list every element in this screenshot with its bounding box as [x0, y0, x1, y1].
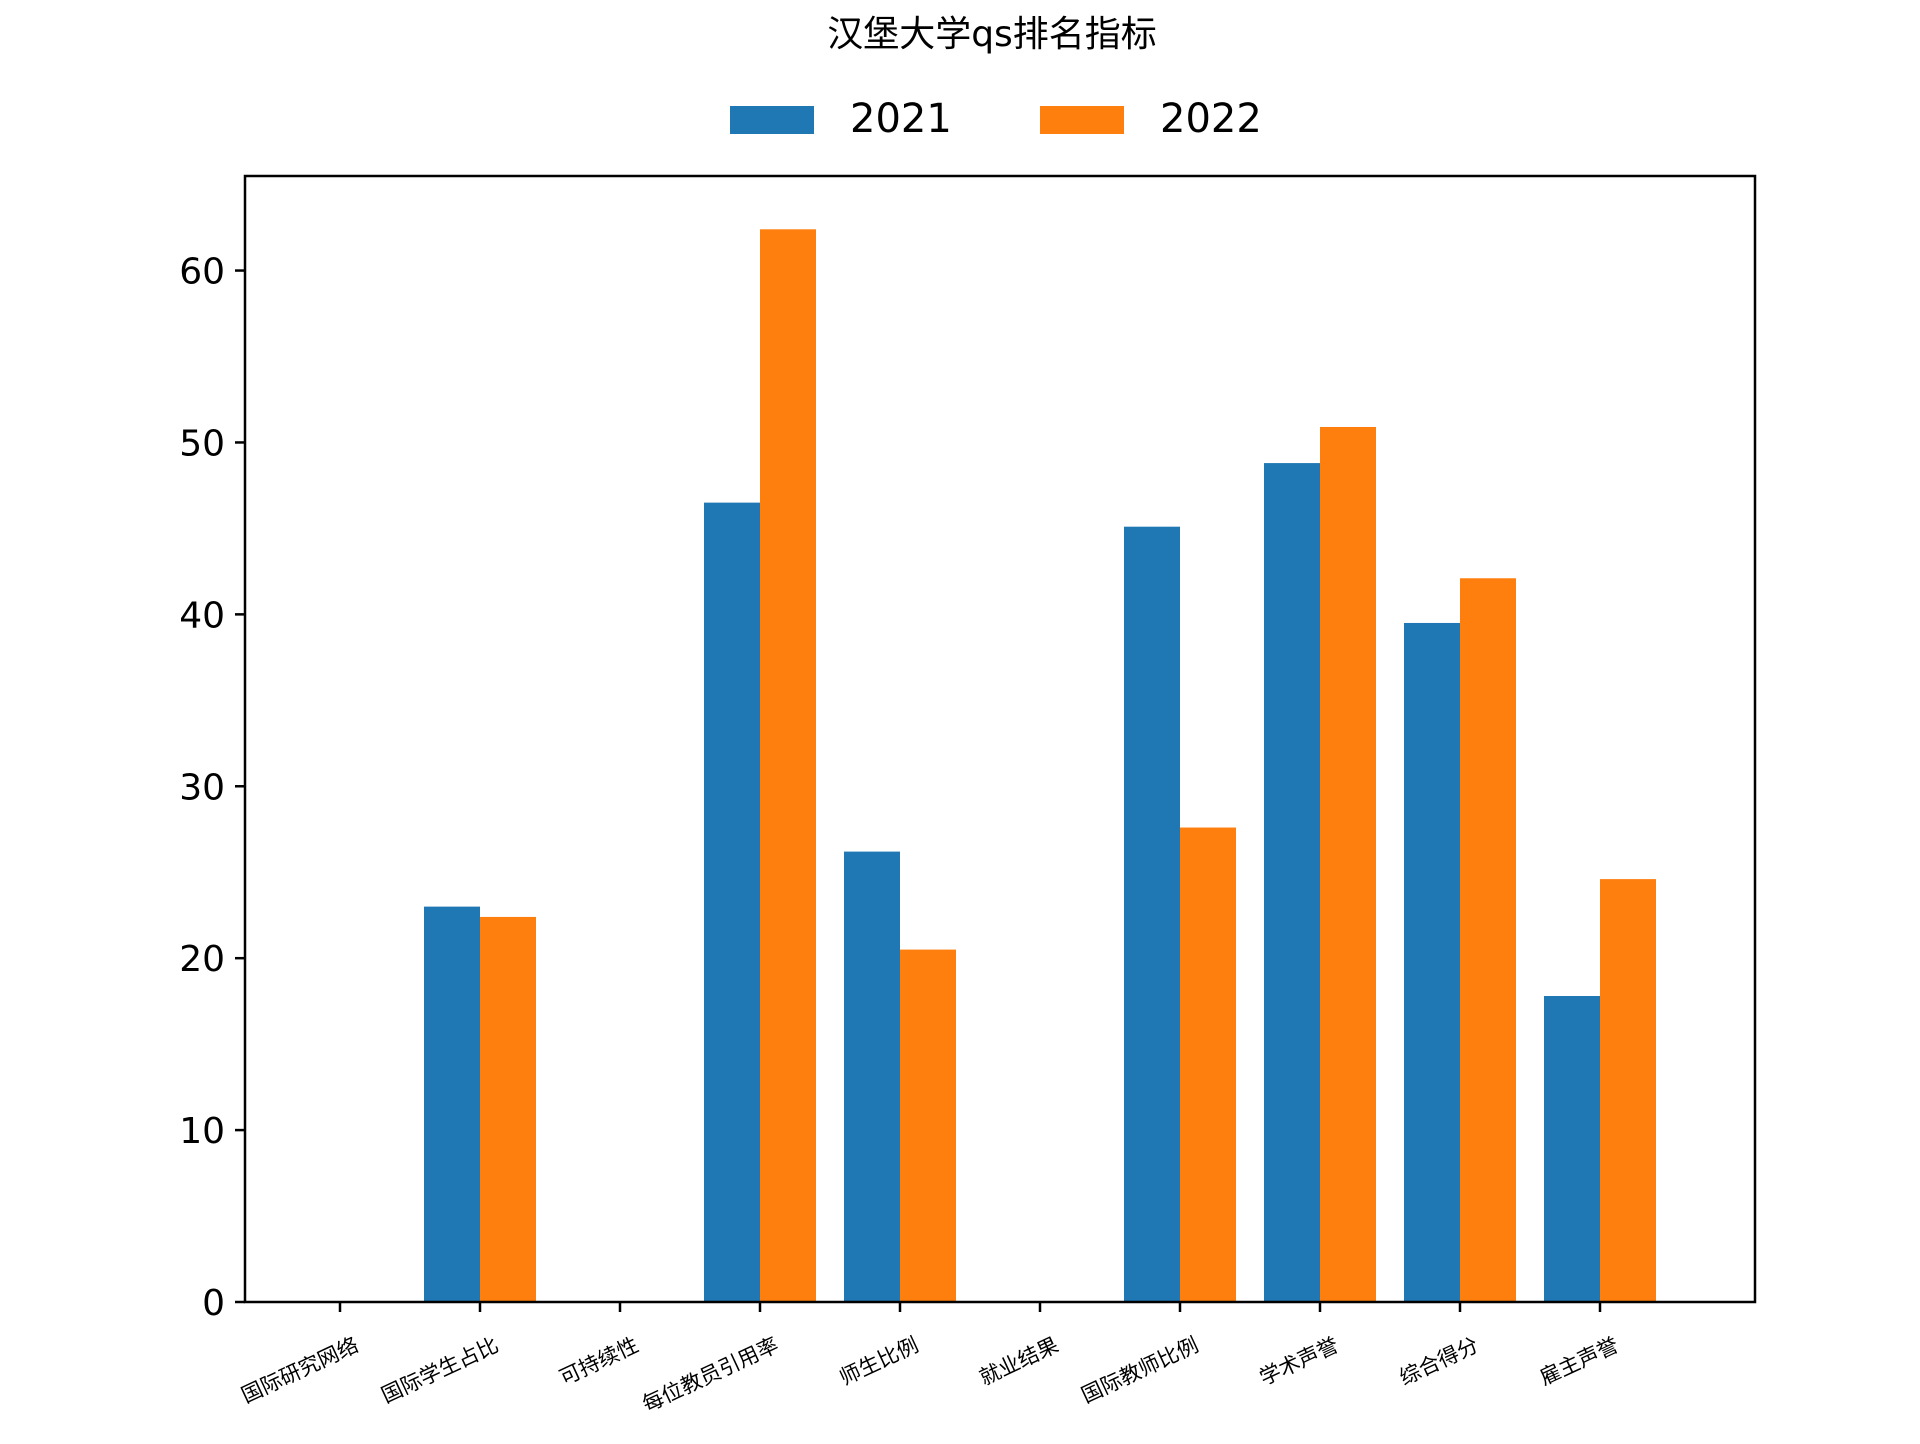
x-tick-label-0: 国际研究网络 — [238, 1333, 362, 1408]
legend-label-2021: 2021 — [850, 96, 952, 142]
plot-area-frame — [243, 174, 1757, 1304]
chart-title: 汉堡大学qs排名指标 — [827, 14, 1157, 55]
x-tick-label-3: 每位教员引用率 — [639, 1333, 782, 1417]
bar-2022-6 — [1180, 827, 1236, 1302]
bar-2021-9 — [1544, 996, 1600, 1302]
x-tick-label-2: 可持续性 — [556, 1333, 642, 1390]
bar-2021-7 — [1264, 463, 1320, 1302]
x-tick-label-6: 国际教师比例 — [1078, 1333, 1202, 1408]
bar-2022-4 — [900, 949, 956, 1302]
y-tick-label-40: 40 — [179, 595, 225, 636]
y-tick-label-20: 20 — [179, 939, 225, 980]
bar-2022-9 — [1600, 879, 1656, 1302]
bar-2021-6 — [1124, 526, 1180, 1302]
legend-label-2022: 2022 — [1160, 96, 1262, 142]
y-tick-label-50: 50 — [179, 423, 225, 464]
bar-2022-1 — [480, 916, 536, 1302]
x-tick-label-8: 综合得分 — [1396, 1333, 1482, 1390]
bar-2022-8 — [1460, 578, 1516, 1302]
bar-2021-3 — [704, 502, 760, 1302]
bar-2022-7 — [1320, 426, 1376, 1302]
legend-swatch-2021 — [730, 106, 814, 134]
bar-2022-3 — [760, 229, 816, 1302]
bar-2021-4 — [844, 851, 900, 1302]
x-tick-label-7: 学术声誉 — [1256, 1333, 1342, 1390]
bar-2021-8 — [1404, 622, 1460, 1302]
x-tick-label-4: 师生比例 — [836, 1333, 922, 1390]
x-tick-label-9: 雇主声誉 — [1536, 1333, 1622, 1390]
y-tick-label-60: 60 — [179, 252, 225, 293]
bar-2021-1 — [424, 906, 480, 1302]
legend-swatch-2022 — [1040, 106, 1124, 134]
y-tick-label-30: 30 — [179, 767, 225, 808]
legend: 2021 2022 — [730, 96, 1262, 142]
bars-group — [424, 229, 1656, 1302]
y-axis: 0 10 20 30 40 50 60 — [179, 252, 245, 1324]
y-tick-label-10: 10 — [179, 1111, 225, 1152]
x-tick-label-5: 就业结果 — [976, 1333, 1062, 1390]
x-tick-label-1: 国际学生占比 — [378, 1333, 502, 1408]
y-tick-label-0: 0 — [202, 1283, 225, 1324]
